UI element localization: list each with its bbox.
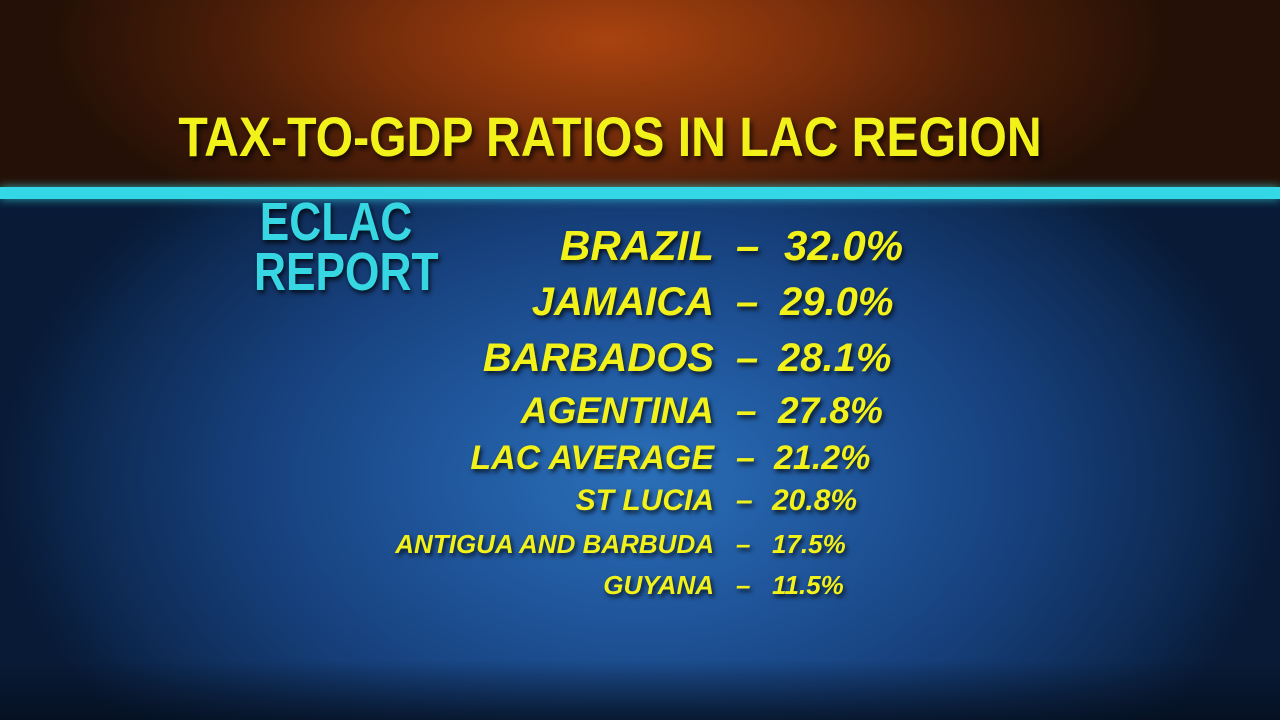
separator-dash: – [736,280,759,324]
country-label: LAC AVERAGE [470,439,714,477]
separator-dash: – [736,390,757,431]
divider-line [0,187,1280,199]
country-label: BARBADOS [482,336,714,380]
ratio-value: 11.5% [772,570,844,600]
ratio-value: 17.5% [772,529,846,559]
country-label: ANTIGUA AND BARBUDA [395,529,714,559]
separator-dash: – [736,529,751,559]
separator-dash: – [736,336,759,380]
separator-dash: – [736,439,755,477]
ratio-value: 32.0% [784,222,904,269]
ratio-value: 20.8% [772,484,858,517]
source-label: ECLAC REPORT [236,192,439,302]
ratio-value: 29.0% [780,280,894,324]
country-label: BRAZIL [560,222,714,269]
separator-dash: – [736,570,751,600]
separator-dash: – [736,222,760,269]
ratio-value: 28.1% [778,336,892,380]
separator-dash: – [736,484,753,517]
source-label-line1: ECLAC [259,192,413,252]
country-label: GUYANA [603,570,714,600]
source-label-line2: REPORT [254,242,439,302]
graphic-title: TAX-TO-GDP RATIOS IN LAC REGION [178,105,1042,168]
title-band [0,0,1280,188]
country-label: AGENTINA [520,390,714,431]
ratio-value: 21.2% [774,439,871,477]
content-band [0,199,1280,720]
ratio-value: 27.8% [778,390,883,431]
country-label: ST LUCIA [575,484,714,517]
country-label: JAMAICA [531,280,714,324]
